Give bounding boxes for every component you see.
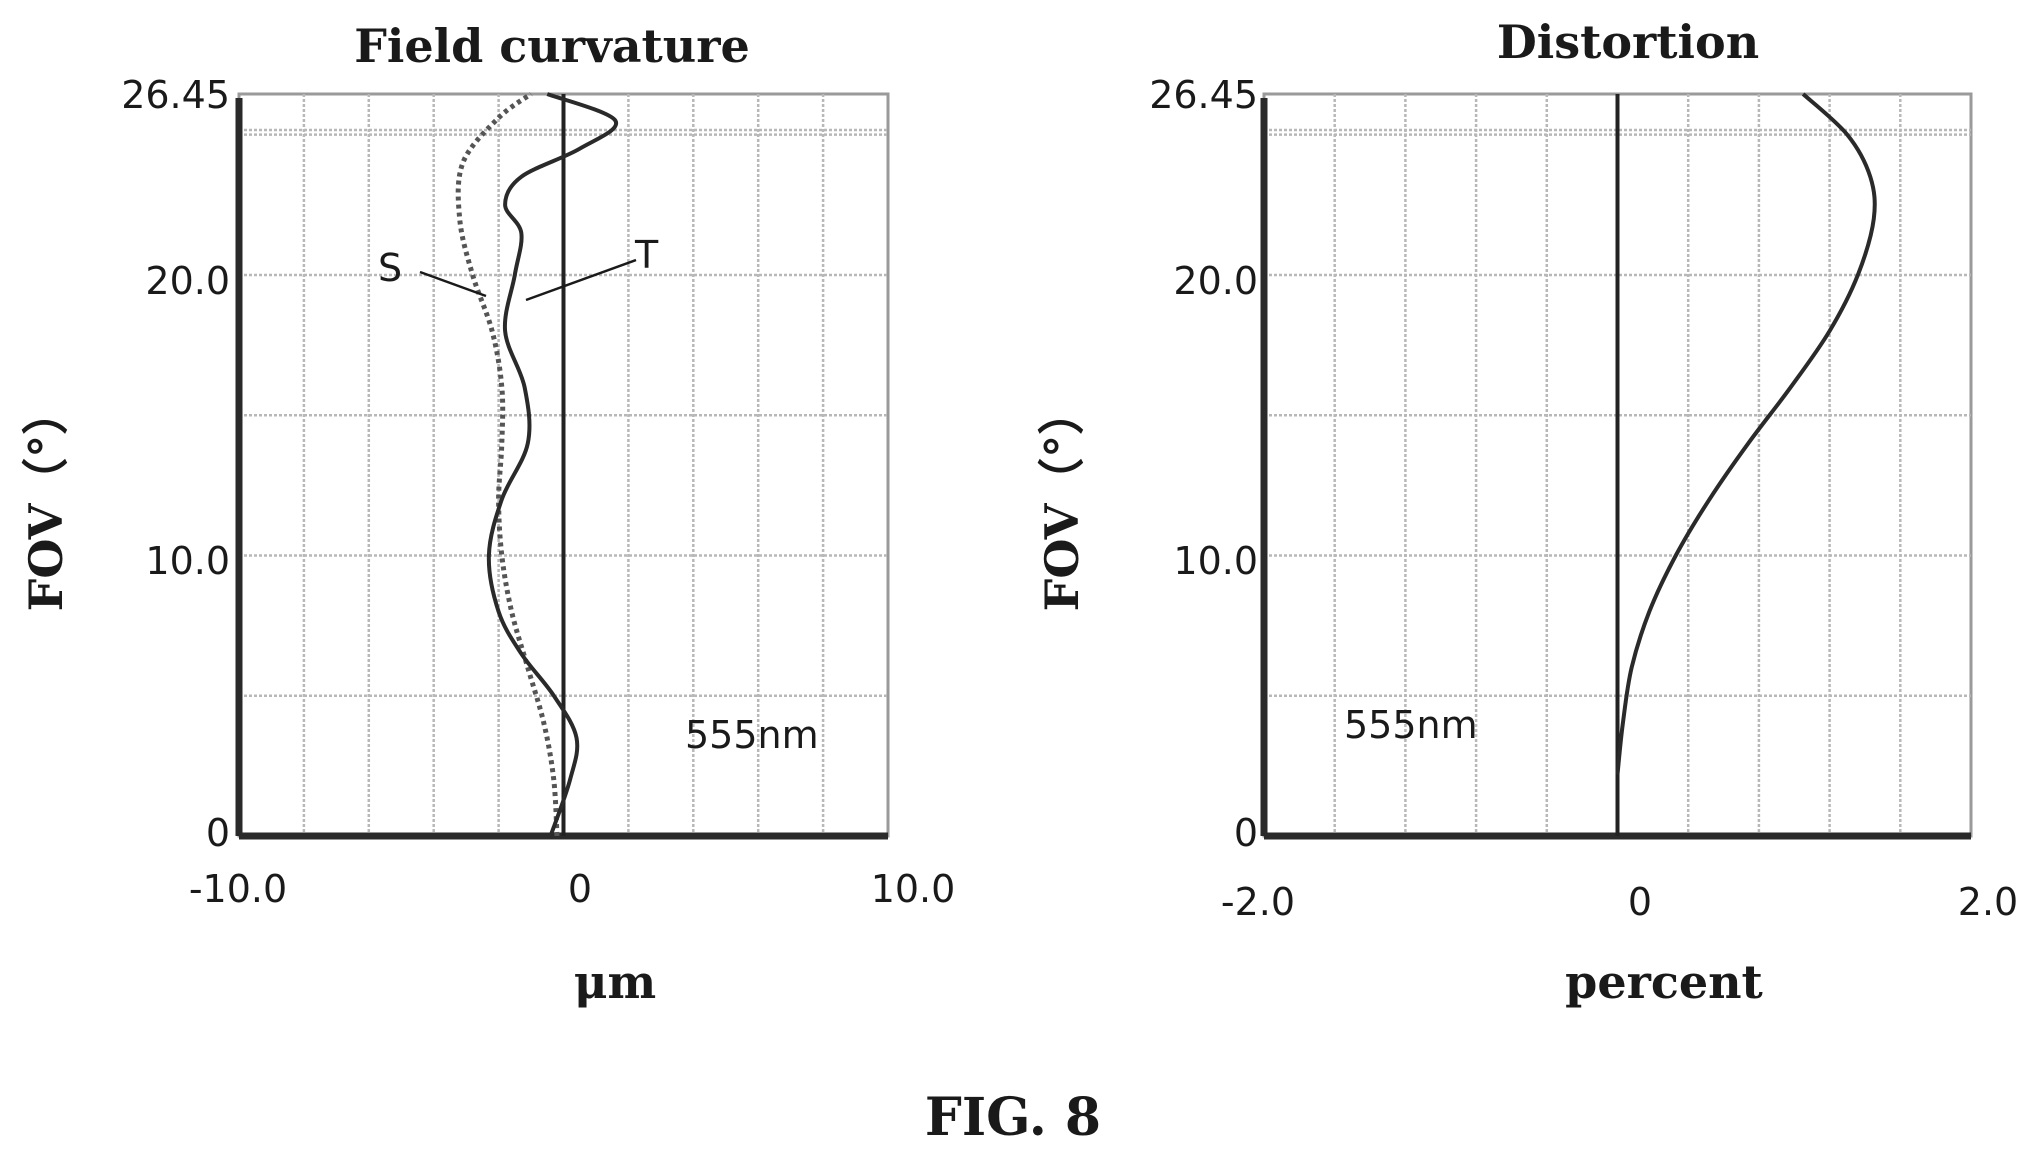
distortion-y-axis-label: FOV（°） [1035,389,1089,612]
x-tick-label-neg2: -2.0 [1221,880,1295,924]
field-curvature-curves [455,91,619,837]
distortion-title: Distortion [1497,15,1759,69]
distortion-wavelength-note: 555nm [1344,703,1478,747]
x-tick-label-10: 10.0 [871,867,956,911]
y-tick-label-10.0: 10.0 [145,539,230,583]
sagittal-leader-line [419,270,487,298]
field-curvature-x-axis-label: μm [574,955,656,1009]
y-tick-label-10.0: 10.0 [1173,539,1258,583]
field-curvature-wavelength-note: 555nm [685,713,819,757]
y-tick-label-26.45: 26.45 [1149,73,1258,117]
x-tick-label-0: 0 [1628,880,1652,924]
y-tick-label-0: 0 [206,811,230,855]
y-tick-label-0: 0 [1234,811,1258,855]
distortion-panel: Distortion 26.45 20.0 10.0 0 -2.0 0 2.0 … [1035,15,2018,1009]
x-tick-label-neg10: -10.0 [189,867,287,911]
y-tick-label-26.45: 26.45 [121,73,230,117]
tangential-leader-line [525,258,637,302]
distortion-x-axis-label: percent [1565,955,1763,1009]
y-tick-label-20.0: 20.0 [145,259,230,303]
sagittal-curve [455,91,560,837]
y-tick-label-20.0: 20.0 [1173,259,1258,303]
x-tick-label-2: 2.0 [1958,880,2018,924]
figure-label: FIG. 8 [925,1087,1101,1148]
distortion-curves [1615,92,1877,775]
field-curvature-title: Field curvature [354,19,749,73]
field-curvature-y-axis-label: FOV（°） [19,389,73,612]
sagittal-label: S [378,246,402,290]
field-curvature-panel: Field curvature 26.45 20.0 10.0 0 -10.0 … [19,19,955,1009]
distortion-curve [1615,92,1877,775]
x-tick-label-0: 0 [568,867,592,911]
tangential-curve [486,92,619,837]
tangential-label: T [634,233,659,277]
